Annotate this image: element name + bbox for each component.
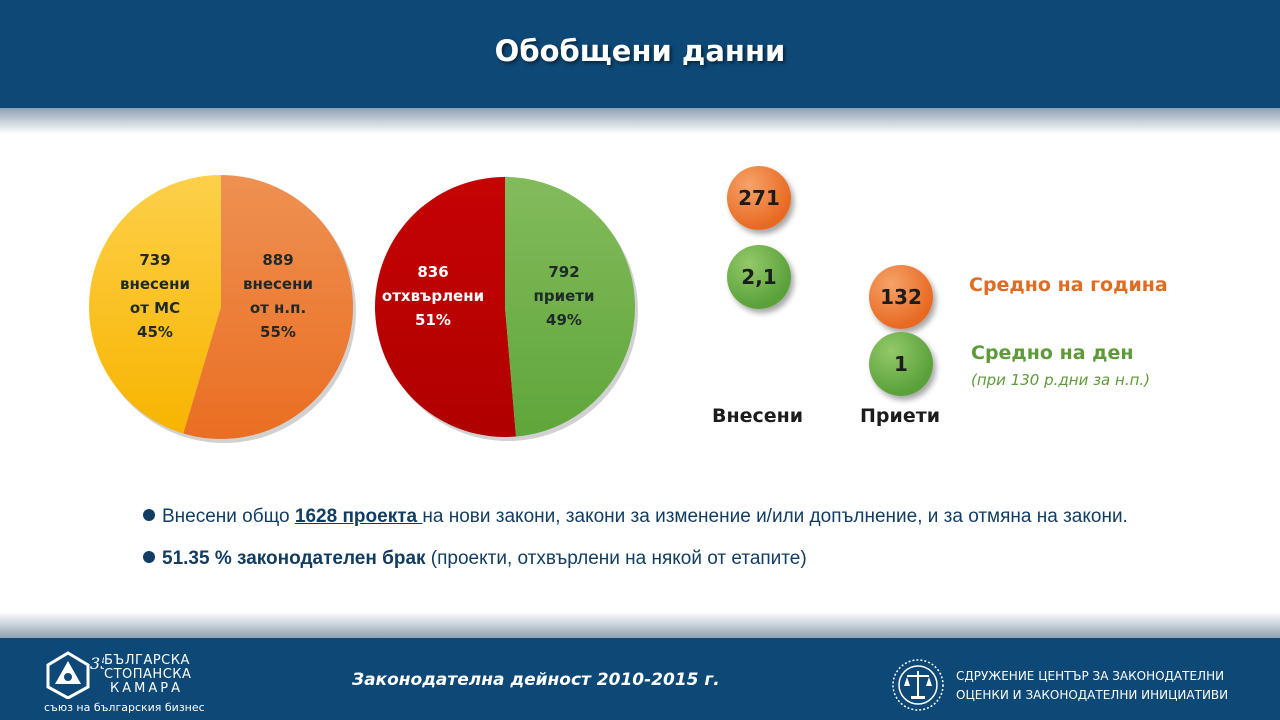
pie-charts: 739 внесени от МС 45% 889 внесени от н.п. 55% 8… (88, 175, 638, 443)
bcc-tagline: съюз на българския бизнес (44, 701, 205, 714)
pie-label-adopted: 792 (548, 263, 579, 281)
bcc-line-3: КАМАРА (110, 681, 183, 696)
org-name: СДРУЖЕНИЕ ЦЕНТЪР ЗА ЗАКОНОДАТЕЛНИ ОЦЕНКИ… (956, 667, 1228, 705)
pie-label-np: 55% (260, 323, 296, 341)
bullet-1-highlight: 1628 проекта (294, 506, 423, 527)
submitted-column-label: Внесени (712, 405, 804, 427)
pie-label-ms: 45% (137, 323, 173, 341)
legend-per-day: Средно на ден (971, 342, 1134, 364)
bullet-legislative-waste: 51.35 % законодателен брак (проекти, отх… (143, 548, 807, 570)
pie-slice-adopted (505, 177, 636, 437)
bullet-2-highlight: 51.35 % законодателен брак (162, 548, 426, 569)
bullet-2-post: (проекти, отхвърлени на някой от етапите… (425, 548, 807, 569)
org-line-1: СДРУЖЕНИЕ ЦЕНТЪР ЗА ЗАКОНОДАТЕЛНИ (956, 669, 1225, 683)
legend-working-days-note: (при 130 р.дни за н.п.) (971, 371, 1151, 389)
submitted-per-day-value: 2,1 (741, 265, 777, 289)
bcc-name: БЪЛГАРСКА СТОПАНСКА КАМАРА (104, 654, 191, 696)
pie-label-adopted: 49% (546, 311, 582, 329)
bcc-line-2: СТОПАНСКА (104, 667, 192, 682)
bullet-1-pre: Внесени общо (162, 506, 295, 527)
adopted-column-label: Приети (860, 405, 941, 427)
submitted-per-year-value: 271 (738, 186, 780, 210)
adopted-per-year-circle: 132 (869, 265, 933, 329)
footer-title: Законодателна дейност 2010-2015 г. (352, 670, 720, 690)
footer-fade (0, 612, 1280, 638)
svg-text:35: 35 (90, 654, 104, 673)
bullet-1-post: на нови закони, закони за изменение и/ил… (422, 506, 1128, 527)
header-bar (0, 0, 1280, 108)
scales-seal-icon (892, 659, 944, 711)
pie-label-rejected: 836 (417, 263, 448, 281)
page-title: Обобщени данни (494, 34, 786, 68)
pie-label-adopted: приети (534, 287, 595, 305)
bullet-icon (143, 551, 155, 563)
bcc-logo-icon: 35 (46, 651, 104, 699)
pie-label-np: от н.п. (250, 299, 306, 317)
pie-slice-ms (88, 175, 222, 434)
header-fade (0, 108, 1280, 134)
pie-label-ms: 739 (139, 251, 170, 269)
adopted-per-day-value: 1 (894, 352, 908, 376)
adopted-per-day-circle: 1 (869, 332, 933, 396)
pie-label-np: внесени (243, 275, 313, 293)
legend-per-year: Средно на година (969, 274, 1168, 296)
pie-label-ms: от МС (130, 299, 180, 317)
bullet-total-projects: Внесени общо 1628 проекта на нови закони… (143, 506, 1128, 528)
footer-bar (0, 638, 1280, 720)
pie-label-rejected: отхвърлени (382, 287, 484, 305)
bullet-icon (143, 509, 155, 521)
pie-slice-rejected (375, 177, 517, 437)
pie-label-np: 889 (262, 251, 293, 269)
submitted-per-day-circle: 2,1 (727, 245, 791, 309)
pie-label-ms: внесени (120, 275, 190, 293)
org-line-2: ОЦЕНКИ И ЗАКОНОДАТЕЛНИ ИНИЦИАТИВИ (956, 688, 1229, 702)
pie-slice-np (183, 175, 353, 439)
bcc-line-1: БЪЛГАРСКА (104, 653, 190, 668)
adopted-per-year-value: 132 (880, 285, 922, 309)
pie-label-rejected: 51% (415, 311, 451, 329)
submitted-per-year-circle: 271 (727, 166, 791, 230)
